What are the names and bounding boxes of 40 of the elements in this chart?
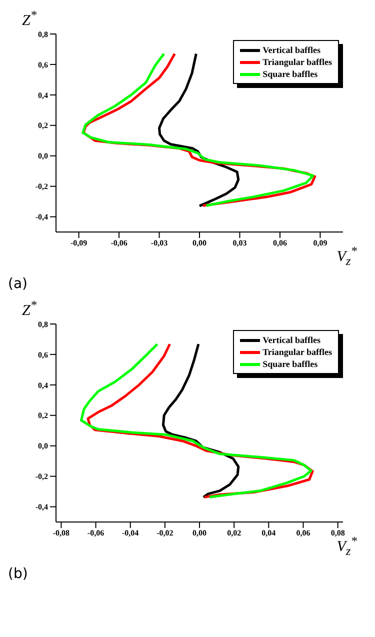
x-tick-label: -0,04 [122,528,139,538]
legend-label: Square baffles [262,68,318,80]
y-tick-label: 0,6 [38,60,48,70]
x-tick-label: -0,02 [156,528,174,538]
y-tick-label: -0,4 [35,212,48,222]
x-tick-label: -0,08 [52,528,70,538]
y-tick-label: 0,4 [38,90,48,100]
x-tick-label: 0,06 [296,528,310,538]
x-tick-label: 0,02 [227,528,242,538]
x-tick-label: 0,00 [192,528,206,538]
x-tick-label: 0,04 [262,528,276,538]
y-axis-title: Z$^{*}$ [21,298,38,319]
y-tick-label: 0,2 [38,411,48,420]
y-tick-label: 0,8 [38,320,48,329]
y-tick-label: 0,8 [38,30,48,39]
legend-label: Vertical baffles [262,44,320,56]
x-tick-label: 0,09 [313,238,328,248]
text: (b) [8,566,29,584]
y-tick-label: 0,4 [38,380,48,390]
legend-label: Square baffles [262,358,318,370]
y-tick-label: 0,6 [38,350,48,360]
y-tick-label: -0,2 [35,472,48,482]
y-axis-title: Z$^{*}$ [21,8,38,29]
text: (a) [8,276,29,294]
legend-label: Triangular baffles [262,56,332,68]
x-tick-label: -0,03 [150,238,168,248]
x-tick-label: 0,03 [232,238,247,248]
y-tick-label: 0,0 [38,442,48,451]
legend-label: Triangular baffles [262,346,332,358]
x-tick-label: -0,06 [87,528,104,538]
x-tick-label: 0,06 [272,238,287,248]
y-tick-label: 0,0 [38,152,48,161]
x-tick-label: -0,06 [110,238,128,248]
y-tick-label: -0,4 [35,502,48,512]
x-tick-label: 0,00 [192,238,206,248]
legend-label: Vertical baffles [262,334,320,346]
y-tick-label: 0,2 [38,121,48,130]
y-tick-label: -0,2 [35,182,48,192]
x-tick-label: 0,08 [330,528,345,538]
x-tick-label: -0,09 [70,238,88,248]
